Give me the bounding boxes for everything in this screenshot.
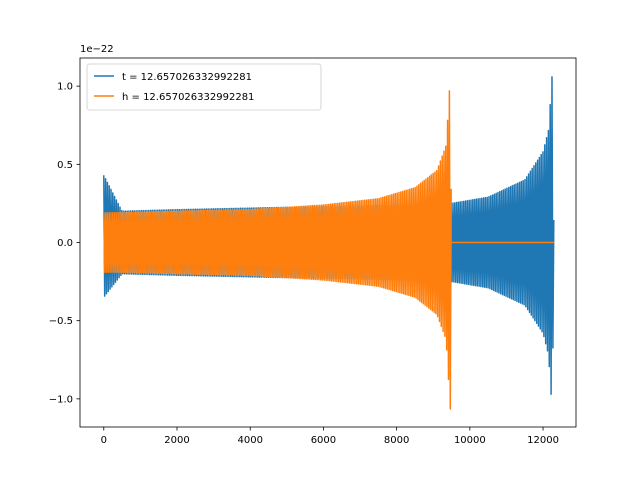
legend-label-1: h = 12.657026332992281 bbox=[122, 92, 254, 103]
x-tick-label: 10000 bbox=[454, 435, 486, 446]
plot-area bbox=[103, 76, 555, 410]
x-tick-label: 12000 bbox=[527, 435, 559, 446]
x-tick-label: 6000 bbox=[311, 435, 336, 446]
y-tick-label: 0.0 bbox=[57, 238, 73, 249]
x-tick-label: 4000 bbox=[237, 435, 262, 446]
y-tick-label: 1.0 bbox=[57, 82, 73, 93]
y-tick-label: −1.0 bbox=[49, 394, 73, 405]
legend-label-0: t = 12.657026332992281 bbox=[122, 72, 252, 83]
axes: 0 2000 4000 6000 8000 10000 12000 −1.0 −0.5 0.0 0.… bbox=[49, 57, 577, 446]
x-tick-label: 2000 bbox=[164, 435, 189, 446]
y-offset-text: 1e−22 bbox=[80, 44, 114, 55]
legend-box bbox=[86, 63, 322, 111]
x-tick-label: 0 bbox=[101, 435, 107, 446]
y-tick-label: −0.5 bbox=[49, 316, 73, 327]
x-tick-label: 8000 bbox=[384, 435, 409, 446]
legend: t = 12.657026332992281 h = 12.65702633299… bbox=[86, 63, 322, 111]
y-tick-label: 0.5 bbox=[57, 160, 73, 171]
series-line-1 bbox=[103, 90, 555, 410]
